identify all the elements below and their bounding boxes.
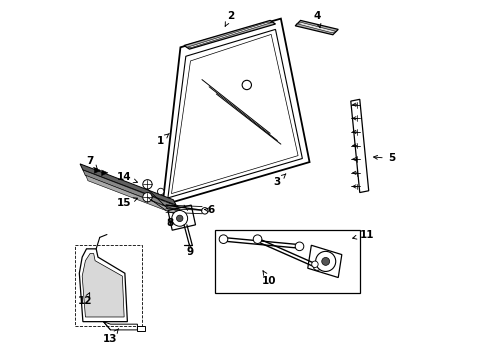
Circle shape (157, 188, 164, 195)
Polygon shape (187, 22, 272, 47)
Circle shape (316, 251, 336, 271)
Polygon shape (83, 170, 179, 211)
Text: 2: 2 (225, 11, 234, 26)
Circle shape (172, 211, 188, 226)
Text: 4: 4 (313, 11, 321, 28)
Circle shape (322, 257, 330, 265)
Polygon shape (184, 21, 275, 49)
Circle shape (253, 235, 262, 243)
Text: 7: 7 (86, 156, 98, 169)
Circle shape (143, 193, 152, 202)
Text: 10: 10 (262, 271, 277, 286)
Polygon shape (95, 167, 101, 173)
Circle shape (176, 215, 183, 222)
Text: 13: 13 (103, 329, 119, 343)
Text: 15: 15 (117, 198, 138, 208)
Polygon shape (80, 164, 176, 205)
Polygon shape (101, 170, 108, 176)
Circle shape (219, 235, 228, 243)
Circle shape (201, 208, 208, 214)
Text: 6: 6 (204, 205, 215, 215)
Text: 5: 5 (373, 153, 395, 163)
Circle shape (312, 261, 318, 267)
Polygon shape (82, 253, 124, 317)
Polygon shape (86, 175, 181, 216)
Text: 8: 8 (166, 218, 173, 228)
Bar (74, 244, 142, 326)
Polygon shape (296, 23, 337, 33)
Text: 9: 9 (187, 244, 194, 257)
Text: 14: 14 (117, 172, 138, 183)
Text: 3: 3 (273, 174, 286, 187)
Text: 11: 11 (353, 230, 374, 239)
Circle shape (313, 262, 322, 270)
Circle shape (295, 242, 304, 251)
Polygon shape (295, 21, 338, 35)
Bar (215, 230, 360, 293)
Circle shape (143, 180, 152, 189)
Text: 12: 12 (78, 293, 93, 306)
Text: 1: 1 (157, 134, 169, 145)
